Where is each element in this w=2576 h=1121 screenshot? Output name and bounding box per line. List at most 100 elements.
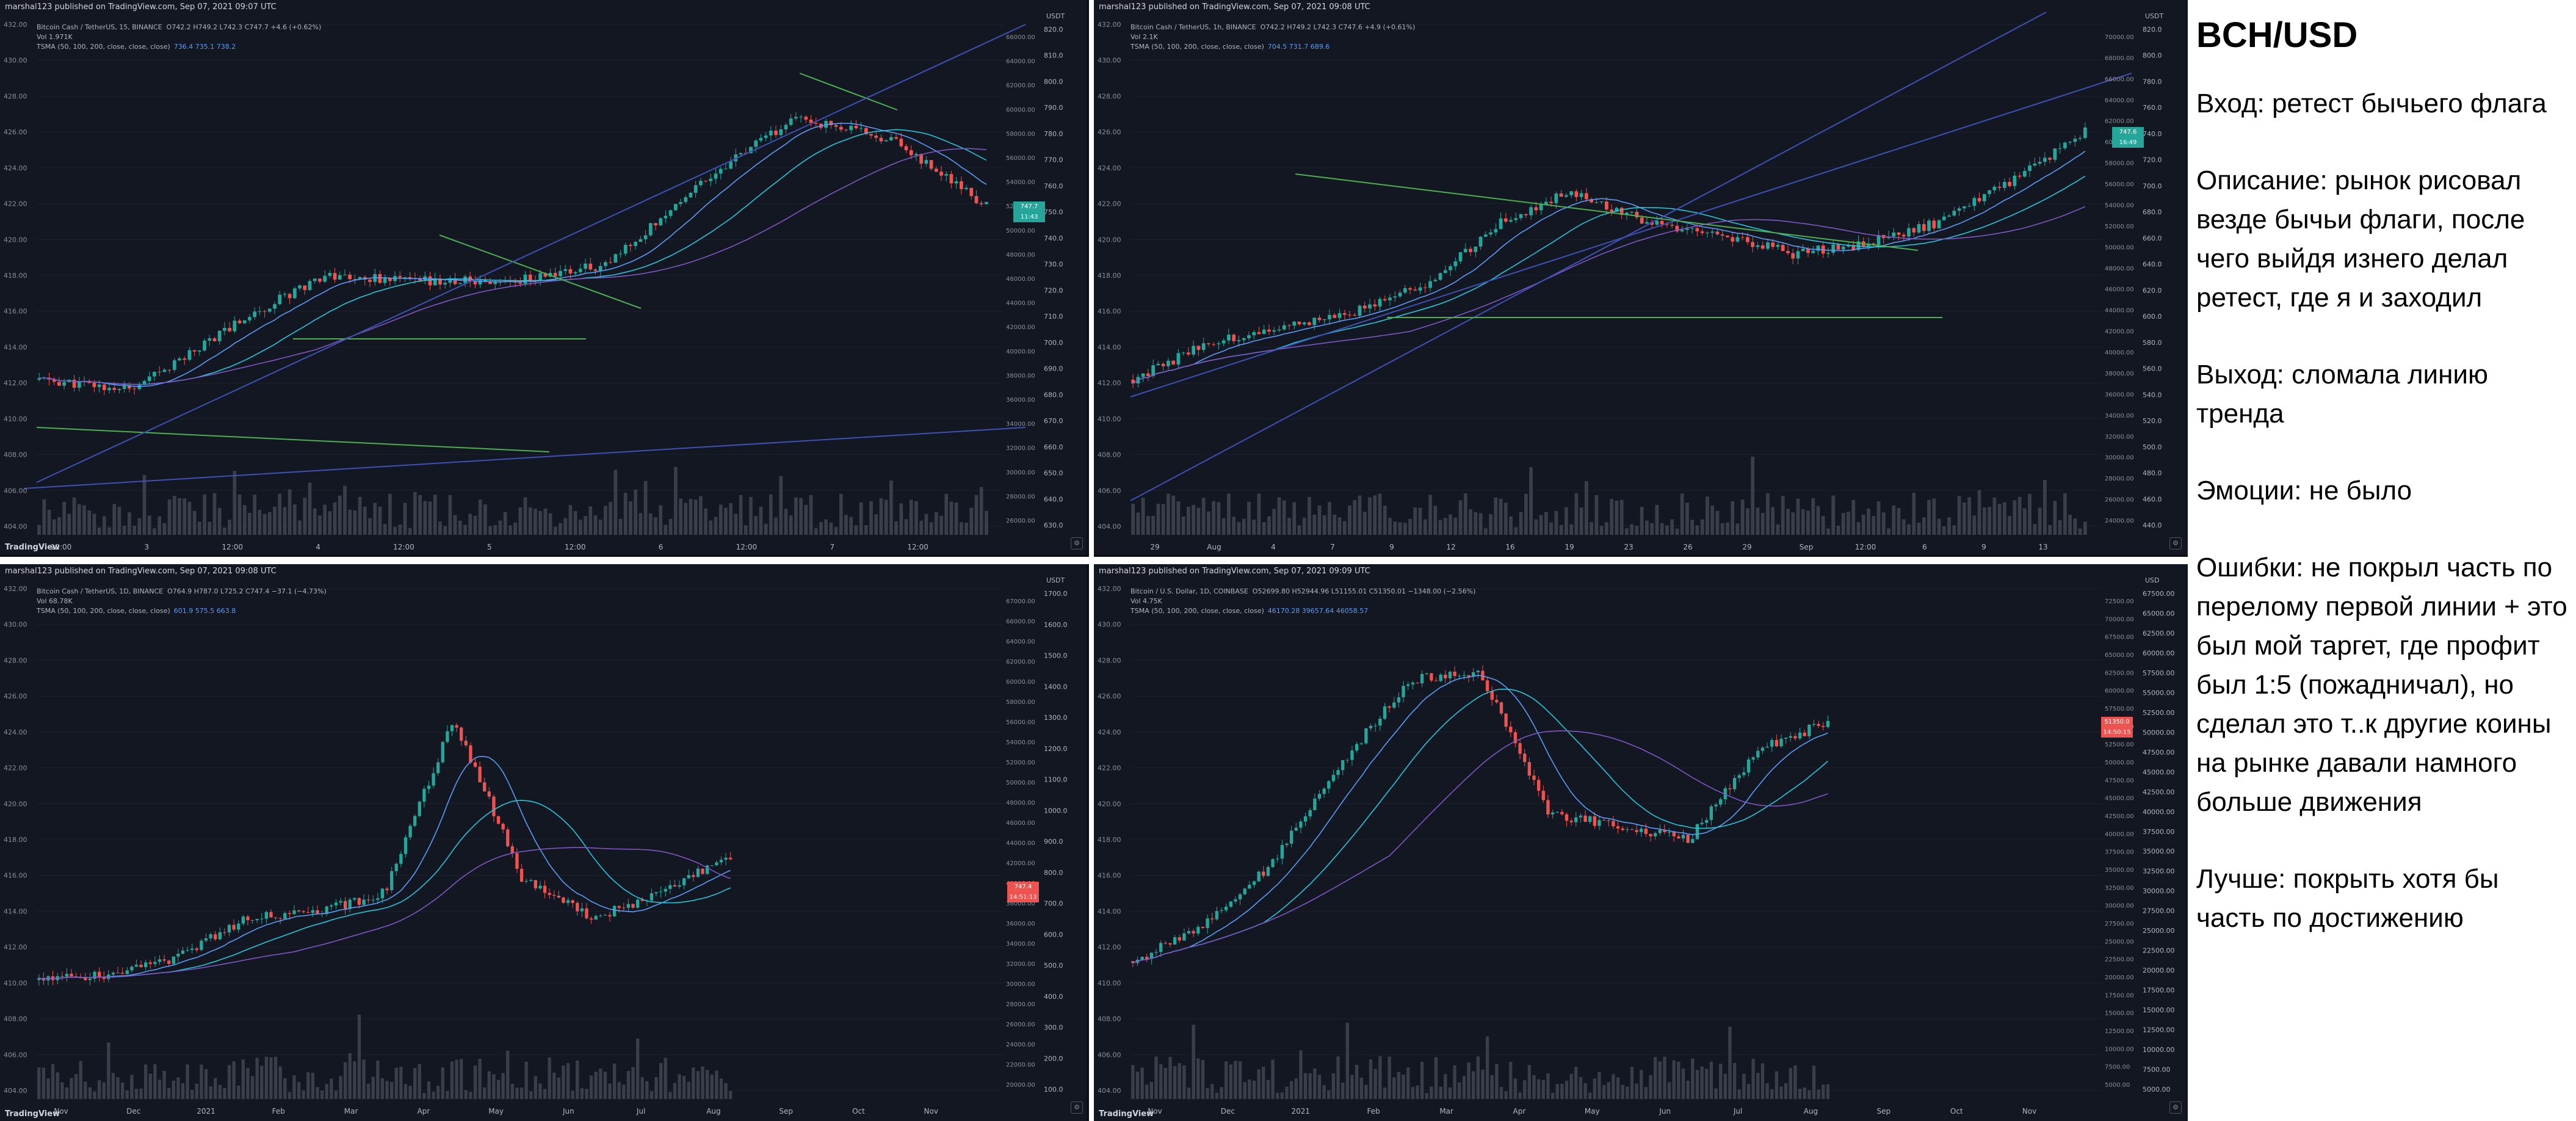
y-tick-right: 900.0 [1044, 838, 1063, 846]
volume-bar [1448, 1087, 1452, 1099]
candle-body [403, 277, 407, 278]
candle-body [1161, 363, 1165, 366]
volume-bar [719, 1078, 723, 1099]
candle-body [1822, 725, 1825, 727]
notes-better: Лучше: покрыть хотя бы часть по достижен… [2196, 863, 2499, 933]
last-price-countdown: 14:50:15 [2103, 729, 2131, 736]
y-tick-right-secondary: 54000.00 [1006, 180, 1035, 186]
volume-bar [320, 1090, 324, 1099]
y-tick-right: 480.0 [2143, 470, 2162, 477]
candle-body [679, 201, 682, 205]
x-tick: 5 [487, 543, 492, 551]
y-tick-right: 780.0 [1044, 130, 1063, 138]
settings-icon[interactable]: ⚙ [1071, 537, 1083, 550]
volume-bar [1967, 497, 1971, 535]
volume-bar [51, 1064, 55, 1099]
candle-body [1369, 725, 1373, 728]
volume-bar [1224, 1061, 1228, 1099]
candle-body [316, 910, 319, 914]
candle-body [1655, 220, 1659, 225]
candle-body [1387, 706, 1391, 708]
volume-bar [128, 512, 131, 535]
volume-bar [325, 1084, 328, 1099]
chart-panel-bch-15m[interactable]: 432.00 430.00 428.00 426.00 424.00 422.00 420.… [0, 0, 1089, 557]
settings-icon[interactable]: ⚙ [2169, 537, 2182, 550]
candle-body [413, 816, 417, 826]
y-tick-left: 422.00 [4, 764, 27, 772]
candle-body [473, 762, 477, 767]
candle-body [432, 773, 435, 786]
y-tick-right: 12500.00 [2143, 1026, 2175, 1034]
volume-bar [167, 499, 172, 535]
chart-canvas[interactable]: 432.00430.00428.00426.00424.00422.00420.… [1094, 0, 2188, 557]
y-tick-right: 640.0 [1044, 495, 1063, 503]
settings-icon[interactable]: ⚙ [1071, 1101, 1083, 1114]
candle-body [1392, 702, 1396, 708]
candle-body [954, 181, 958, 184]
y-tick-right-secondary: 72500.00 [2105, 598, 2134, 605]
volume-bar [1760, 1063, 1765, 1099]
chart-panel-bch-1h[interactable]: 432.00 430.00 428.00 426.00 424.00 422.00 420.… [1094, 0, 2188, 557]
volume-bar [157, 1079, 162, 1099]
y-tick-right-secondary: 38000.00 [1006, 372, 1035, 379]
candle-body [553, 272, 557, 277]
volume-bar [1630, 524, 1634, 535]
x-tick: 12:00 [736, 543, 758, 551]
y-tick-left: 408.00 [4, 451, 27, 459]
chart-canvas[interactable]: 432.00430.00428.00426.00424.00422.00420.… [0, 0, 1089, 557]
moving-average-3 [38, 847, 731, 980]
ma-values: 46170.28 39657.64 46058.57 [1267, 607, 1369, 615]
volume-bar [1467, 1062, 1471, 1099]
volume-bar [1803, 1087, 1806, 1099]
volume-bar [1187, 1087, 1191, 1099]
candle-body [237, 321, 242, 324]
chart-panel-btc-1d[interactable]: 432.00 430.00 428.00 426.00 424.00 422.00 420.… [1094, 564, 2188, 1121]
candle-body [483, 782, 487, 792]
y-tick-right-secondary: 26000.00 [1006, 1021, 1035, 1028]
candle-body [1610, 209, 1614, 212]
candle-body [223, 932, 226, 933]
chart-canvas[interactable]: 432.00430.00428.00426.00424.00422.00420.… [1094, 564, 2188, 1121]
y-tick-right: 700.0 [2143, 182, 2162, 190]
y-tick-right: 660.0 [1044, 443, 1063, 451]
volume-bar [1751, 1059, 1755, 1099]
y-tick-left: 422.00 [4, 200, 27, 208]
candle-body [278, 294, 282, 305]
candle-body [629, 245, 632, 246]
candle-body [70, 973, 73, 977]
settings-icon[interactable]: ⚙ [2169, 1101, 2182, 1114]
volume-bar [829, 522, 833, 535]
candle-body [1746, 237, 1749, 242]
candle-body [1718, 799, 1723, 805]
candle-body [1897, 232, 1901, 235]
candle-body [1420, 673, 1424, 684]
candle-body [1681, 835, 1685, 839]
chart-panel-bch-1d[interactable]: 432.00 430.00 428.00 426.00 424.00 422.00 420.… [0, 564, 1089, 1121]
chart-canvas[interactable]: 432.00430.00428.00426.00424.00422.00420.… [0, 564, 1089, 1121]
volume-bar [87, 510, 92, 535]
volume-bar [1700, 519, 1704, 535]
volume-bar [190, 1090, 194, 1099]
y-tick-right: 17500.00 [2143, 987, 2175, 995]
moving-average-2 [1132, 175, 2086, 384]
volume-bar [1242, 518, 1246, 535]
y-tick-right: 1200.0 [1044, 745, 1068, 753]
ma-label: TSMA (50, 100, 200, close, close, close) [1131, 43, 1264, 51]
candle-body [1672, 832, 1676, 836]
volume-bar [1328, 502, 1331, 535]
volume-bar [1192, 1025, 1195, 1099]
y-tick-left: 404.00 [4, 1087, 27, 1095]
candle-body [964, 187, 968, 189]
candle-body [1806, 249, 1810, 253]
volume-bar [503, 512, 507, 535]
volume-bar [1590, 522, 1594, 535]
ma-label: TSMA (50, 100, 200, close, close, close) [37, 607, 170, 615]
y-tick-right-secondary: 64000.00 [1006, 59, 1035, 65]
y-tick-left: 432.00 [4, 21, 27, 29]
volume-bar [659, 505, 663, 535]
volume-bar [1416, 1085, 1419, 1099]
y-tick-left: 414.00 [4, 907, 27, 915]
volume-bar [1645, 520, 1649, 535]
candle-body [1181, 352, 1185, 354]
y-tick-right: 690.0 [1044, 365, 1063, 373]
